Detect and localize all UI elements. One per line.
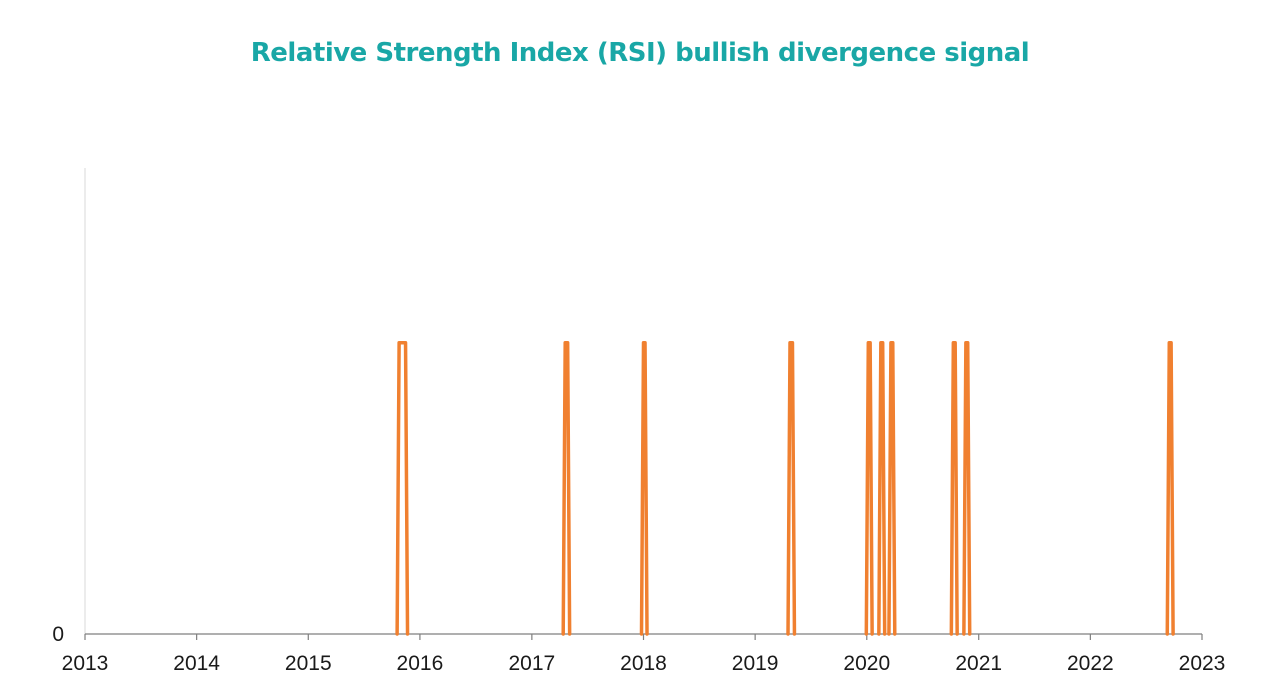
signal-pulse — [962, 341, 972, 636]
y-tick-label: 0 — [52, 623, 64, 646]
x-tick-label: 2014 — [173, 652, 220, 675]
axes — [84, 168, 1203, 640]
signal-pulse — [639, 341, 649, 636]
x-tick-label: 2016 — [397, 652, 444, 675]
x-tick-label: 2021 — [955, 652, 1002, 675]
x-tick-label: 2019 — [732, 652, 779, 675]
chart-title: Relative Strength Index (RSI) bullish di… — [250, 38, 1030, 68]
signal-pulse — [561, 341, 572, 636]
x-tick-label: 2020 — [843, 652, 890, 675]
x-tick-label: 2022 — [1067, 652, 1114, 675]
x-tick-label: 2013 — [62, 652, 109, 675]
signal-pulse — [887, 341, 897, 636]
x-tick-label: 2017 — [509, 652, 556, 675]
signal-pulse — [877, 341, 887, 636]
tick-labels: 2013 2014 2015 2016 2017 2018 2019 2020 2021 2022… — [52, 623, 1225, 675]
signal-pulse — [949, 341, 959, 636]
signal-pulse — [864, 341, 874, 636]
signal-pulse — [786, 341, 797, 636]
signal-pulse — [1165, 341, 1175, 636]
x-tick-label: 2018 — [620, 652, 667, 675]
signal-pulse — [395, 341, 410, 636]
x-tick-label: 2015 — [285, 652, 332, 675]
x-tick-label: 2023 — [1179, 652, 1226, 675]
series-signal-line — [395, 341, 1175, 636]
